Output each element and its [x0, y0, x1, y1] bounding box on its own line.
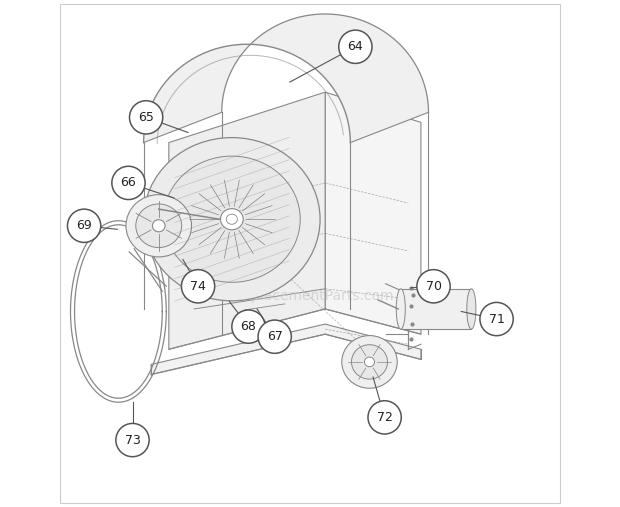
Circle shape	[68, 209, 100, 242]
Circle shape	[116, 423, 149, 457]
Ellipse shape	[144, 137, 320, 301]
Polygon shape	[401, 289, 471, 329]
Text: 69: 69	[76, 219, 92, 232]
Ellipse shape	[365, 357, 374, 367]
Circle shape	[232, 310, 265, 343]
Text: 65: 65	[138, 111, 154, 124]
Circle shape	[368, 401, 401, 434]
Text: 70: 70	[425, 280, 441, 293]
Ellipse shape	[126, 195, 192, 257]
Circle shape	[417, 270, 450, 303]
Ellipse shape	[467, 289, 476, 329]
Text: 71: 71	[489, 312, 505, 325]
Text: 74: 74	[190, 280, 206, 293]
Ellipse shape	[342, 336, 397, 388]
Text: 64: 64	[347, 40, 363, 53]
Text: 66: 66	[121, 176, 136, 190]
Text: eReplacementParts.com: eReplacementParts.com	[226, 289, 394, 303]
Circle shape	[258, 320, 291, 353]
Polygon shape	[325, 92, 421, 334]
Ellipse shape	[226, 214, 237, 224]
Polygon shape	[169, 92, 325, 349]
Circle shape	[112, 166, 145, 200]
Polygon shape	[151, 324, 421, 375]
Polygon shape	[144, 14, 428, 142]
Text: 68: 68	[241, 320, 257, 333]
Ellipse shape	[153, 220, 165, 232]
Circle shape	[339, 30, 372, 63]
Text: 73: 73	[125, 433, 141, 447]
Ellipse shape	[396, 289, 405, 329]
Text: 72: 72	[377, 411, 392, 424]
Circle shape	[130, 101, 163, 134]
Ellipse shape	[352, 345, 388, 379]
Text: 67: 67	[267, 330, 283, 343]
Ellipse shape	[136, 204, 182, 247]
Ellipse shape	[164, 156, 300, 282]
Ellipse shape	[221, 208, 243, 230]
Circle shape	[182, 270, 215, 303]
Circle shape	[480, 302, 513, 336]
